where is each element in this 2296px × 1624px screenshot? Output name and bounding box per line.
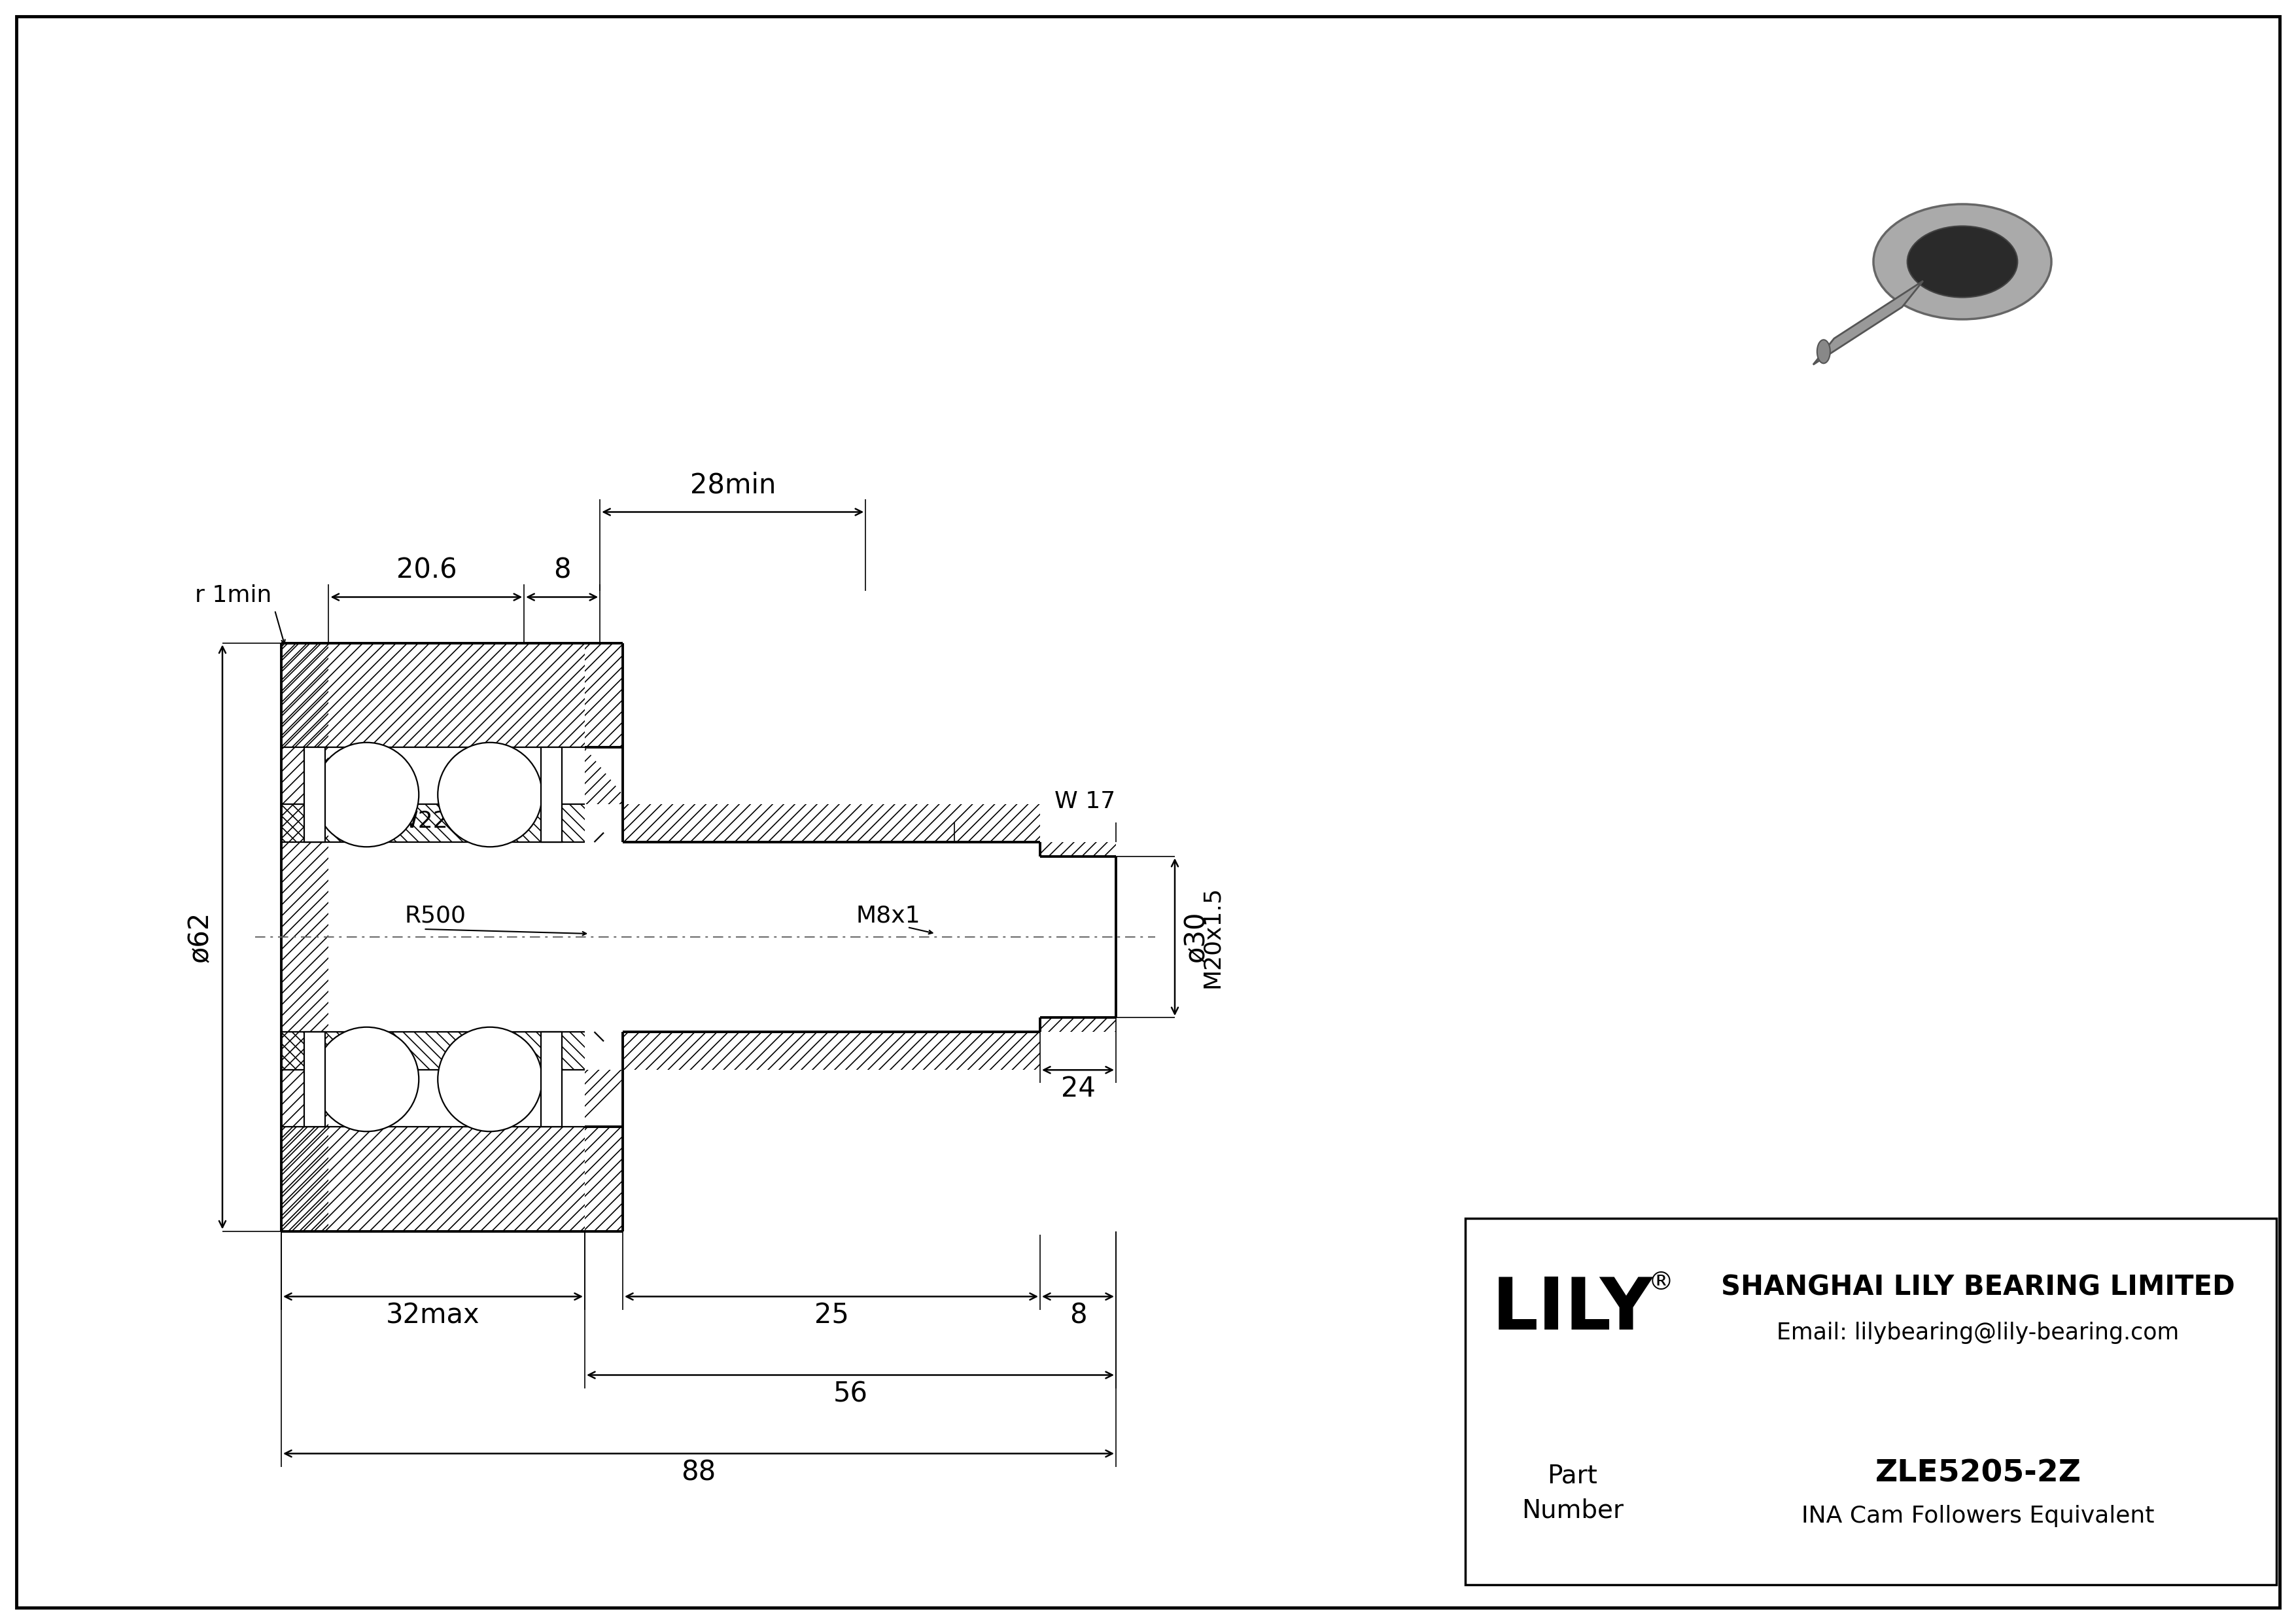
Text: ZLE5205-2Z: ZLE5205-2Z <box>1876 1458 2080 1488</box>
Text: 88: 88 <box>682 1458 716 1486</box>
Text: 56: 56 <box>833 1380 868 1408</box>
Text: LILY: LILY <box>1492 1275 1653 1345</box>
Ellipse shape <box>1908 226 2018 297</box>
Ellipse shape <box>1816 339 1830 364</box>
Text: ø30: ø30 <box>1182 911 1210 963</box>
Text: M20x1.5: M20x1.5 <box>1201 887 1224 987</box>
Polygon shape <box>1814 281 1924 365</box>
Circle shape <box>439 742 542 846</box>
Bar <box>303 747 326 843</box>
Text: 24: 24 <box>1061 1075 1095 1103</box>
Circle shape <box>439 1026 542 1132</box>
Bar <box>303 1031 326 1127</box>
Text: ø62: ø62 <box>186 911 214 963</box>
Text: SHANGHAI LILY BEARING LIMITED: SHANGHAI LILY BEARING LIMITED <box>1722 1273 2234 1301</box>
Text: r 1min: r 1min <box>195 585 271 607</box>
Circle shape <box>315 742 418 846</box>
Text: 28min: 28min <box>689 471 776 499</box>
Text: INA Cam Followers Equivalent: INA Cam Followers Equivalent <box>1802 1505 2154 1527</box>
Text: 25: 25 <box>815 1302 850 1328</box>
Text: M8x1: M8x1 <box>856 905 921 927</box>
Text: 20.6: 20.6 <box>397 557 457 585</box>
Text: Part
Number: Part Number <box>1522 1463 1623 1523</box>
Text: 8: 8 <box>553 557 572 585</box>
Text: Email: lilybearing@lily-bearing.com: Email: lilybearing@lily-bearing.com <box>1777 1322 2179 1345</box>
Text: 8: 8 <box>1070 1302 1086 1328</box>
Text: ®: ® <box>1649 1270 1674 1294</box>
Circle shape <box>315 1026 418 1132</box>
Bar <box>542 1031 563 1127</box>
Bar <box>542 747 563 843</box>
Text: W 17: W 17 <box>1054 791 1116 812</box>
Ellipse shape <box>1874 205 2050 320</box>
Bar <box>1465 1218 2275 1585</box>
Text: W22: W22 <box>395 810 448 831</box>
Text: R500: R500 <box>404 905 466 927</box>
Text: 32max: 32max <box>386 1302 480 1328</box>
